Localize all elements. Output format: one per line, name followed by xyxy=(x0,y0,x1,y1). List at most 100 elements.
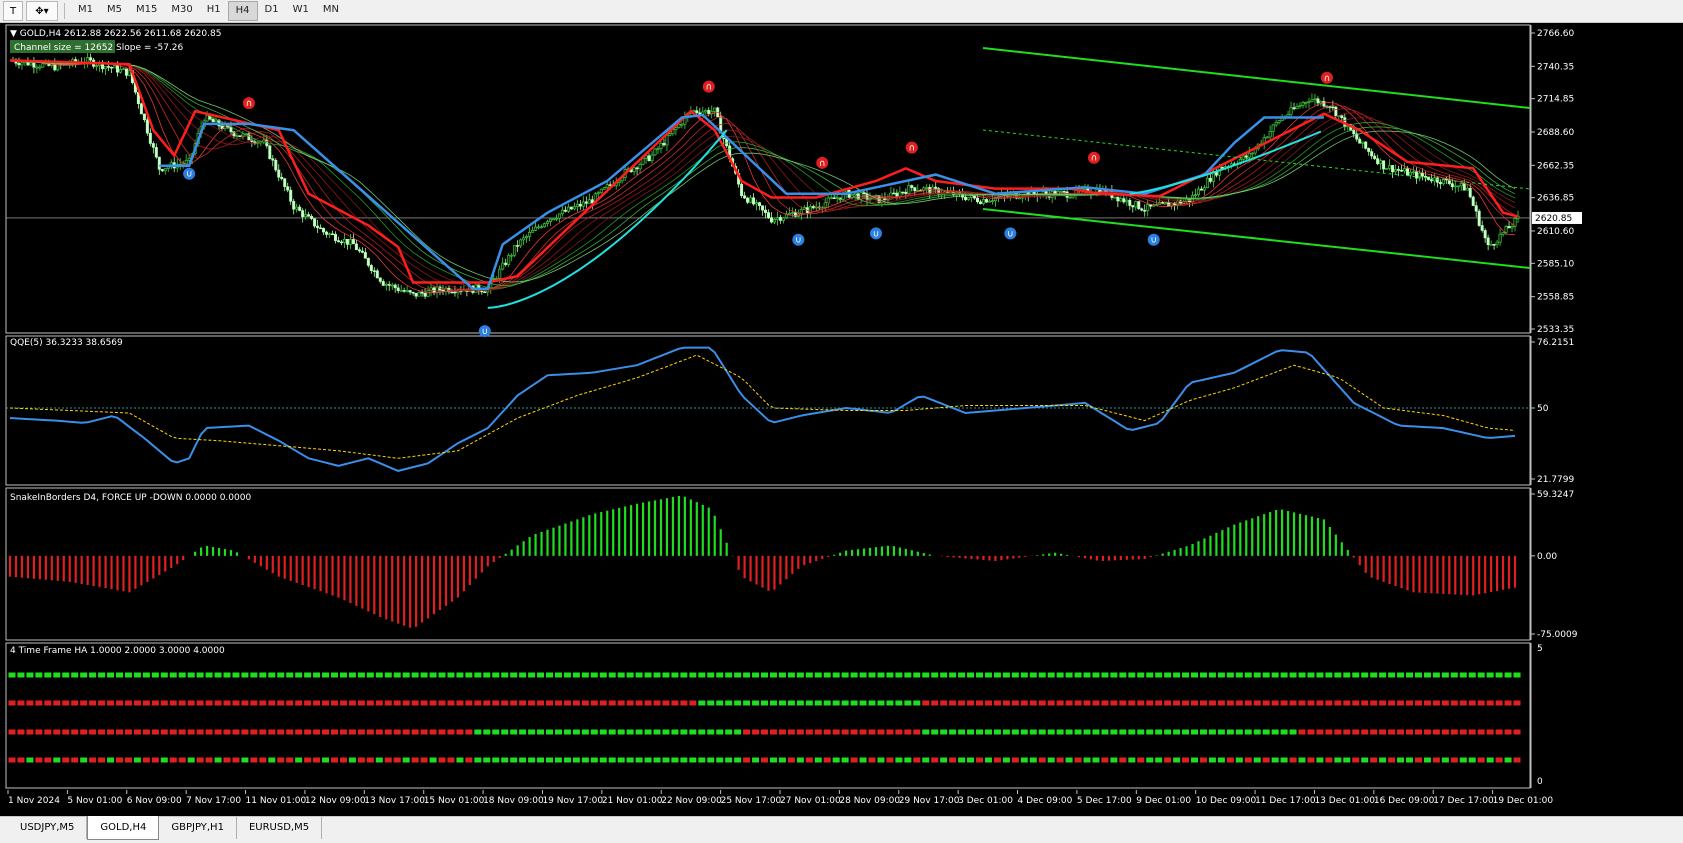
chart-area[interactable]: 2766.60 2740.35 2714.85 2688.60 2662.35 2636.… xyxy=(0,0,1683,816)
ha-cell xyxy=(1065,729,1073,735)
ha-cell xyxy=(1468,729,1476,735)
ha-cell xyxy=(232,672,240,678)
ha-cell xyxy=(26,700,34,706)
ha-cell xyxy=(98,757,106,763)
ha-cell xyxy=(537,729,545,735)
time-axis-label: 15 Nov 01:00 xyxy=(424,796,485,806)
buy-arrow-icon xyxy=(478,325,491,338)
ha-cell xyxy=(116,757,124,763)
text-tool-icon[interactable]: T xyxy=(3,1,23,21)
ha-cell xyxy=(1191,672,1199,678)
ha-cell xyxy=(1343,757,1351,763)
ha-cell xyxy=(599,729,607,735)
candle-body xyxy=(166,166,170,169)
candle-body xyxy=(763,209,767,213)
timeframe-mn-button[interactable]: MN xyxy=(322,4,339,15)
ha-cell xyxy=(124,757,132,763)
ha-cell xyxy=(205,757,213,763)
symbol-tab-eurusd-m5[interactable]: EURUSD,M5 xyxy=(237,817,323,839)
timeframe-m5-button[interactable]: M5 xyxy=(107,4,122,15)
timeframe-h1-button[interactable]: H1 xyxy=(206,4,221,15)
price-tick-label: 2533.35 xyxy=(1537,325,1574,335)
ha-cell xyxy=(958,700,966,706)
ha-cell xyxy=(187,672,195,678)
candle-body xyxy=(1391,165,1395,173)
shapes-tool-icon[interactable]: ✥▾ xyxy=(26,1,58,21)
candle-body xyxy=(916,189,920,192)
timeframe-m30-button[interactable]: M30 xyxy=(171,4,193,15)
ha-cell xyxy=(492,672,500,678)
candle-body xyxy=(396,287,400,291)
candle-body xyxy=(566,206,570,212)
ha-cell xyxy=(1468,700,1476,706)
ha-cell xyxy=(743,729,751,735)
ha-cell xyxy=(769,757,777,763)
ha-tick-label: 0 xyxy=(1537,777,1543,787)
ha-cell xyxy=(1397,700,1405,706)
ha-cell xyxy=(313,729,321,735)
candle-body xyxy=(453,291,457,294)
timeframe-m1-button[interactable]: M1 xyxy=(78,4,93,15)
candle-body xyxy=(761,205,765,211)
ha-cell xyxy=(984,672,992,678)
ha-cell xyxy=(716,700,724,706)
ha-cell xyxy=(1307,672,1315,678)
timeframe-m15-button[interactable]: M15 xyxy=(136,4,158,15)
ha-cell xyxy=(1217,757,1225,763)
time-axis-label: 28 Nov 09:00 xyxy=(839,796,900,806)
ha-cell xyxy=(277,672,285,678)
candle-body xyxy=(1205,177,1209,189)
candle-body xyxy=(1480,225,1484,231)
ha-cell xyxy=(80,757,88,763)
ha-cell xyxy=(617,700,625,706)
candle-body xyxy=(560,209,564,215)
candle-body xyxy=(895,192,899,197)
ha-cell xyxy=(743,757,751,763)
ha-cell xyxy=(877,729,885,735)
candle-body xyxy=(1161,202,1165,204)
cyan-curve xyxy=(487,129,728,309)
ha-cell xyxy=(1388,757,1396,763)
timeframe-d1-button[interactable]: D1 xyxy=(264,4,279,15)
ha-cell xyxy=(304,729,312,735)
ha-cell xyxy=(1056,700,1064,706)
ha-cell xyxy=(1352,757,1360,763)
ha-cell xyxy=(295,757,303,763)
ha-cell xyxy=(196,729,204,735)
candle-body xyxy=(316,225,320,229)
time-axis-label: 1 Nov 2024 xyxy=(8,796,60,806)
candle-body xyxy=(656,148,660,150)
ha-cell xyxy=(331,729,339,735)
symbol-tab-gbpjpy-h1[interactable]: GBPJPY,H1 xyxy=(159,817,237,839)
ha-cell xyxy=(133,757,141,763)
timeframe-h4-button[interactable]: H4 xyxy=(227,1,258,21)
ha-cell xyxy=(232,729,240,735)
candle-body xyxy=(127,70,131,76)
ha-cell xyxy=(787,729,795,735)
ha-cell xyxy=(1244,700,1252,706)
ha-cell xyxy=(366,672,374,678)
ha-cell xyxy=(967,729,975,735)
candle-body xyxy=(1432,177,1436,182)
candle-body xyxy=(1113,196,1117,199)
candle-body xyxy=(557,213,561,219)
ha-cell xyxy=(940,757,948,763)
symbol-tab-usdjpy-m5[interactable]: USDJPY,M5 xyxy=(8,817,88,839)
ha-cell xyxy=(877,757,885,763)
candle-body xyxy=(381,281,385,286)
symbol-tab-gold-h4[interactable]: GOLD,H4 xyxy=(87,816,160,840)
candle-body xyxy=(1340,115,1344,118)
ha-cell xyxy=(1002,700,1010,706)
candle-body xyxy=(1017,197,1021,200)
ha-cell xyxy=(805,700,813,706)
ha-cell xyxy=(617,729,625,735)
ha-cell xyxy=(1504,757,1512,763)
ha-cell xyxy=(832,672,840,678)
ha-cell xyxy=(1110,700,1118,706)
candle-body xyxy=(769,217,773,223)
timeframe-w1-button[interactable]: W1 xyxy=(292,4,309,15)
candle-body xyxy=(587,199,591,204)
sell-arrow-glyph: ∩ xyxy=(1091,154,1098,164)
candle-body xyxy=(635,167,639,170)
candle-body xyxy=(504,262,508,265)
